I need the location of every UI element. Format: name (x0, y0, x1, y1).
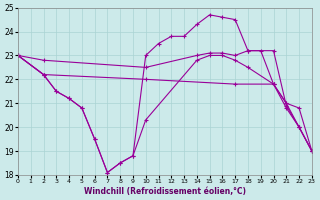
X-axis label: Windchill (Refroidissement éolien,°C): Windchill (Refroidissement éolien,°C) (84, 187, 246, 196)
